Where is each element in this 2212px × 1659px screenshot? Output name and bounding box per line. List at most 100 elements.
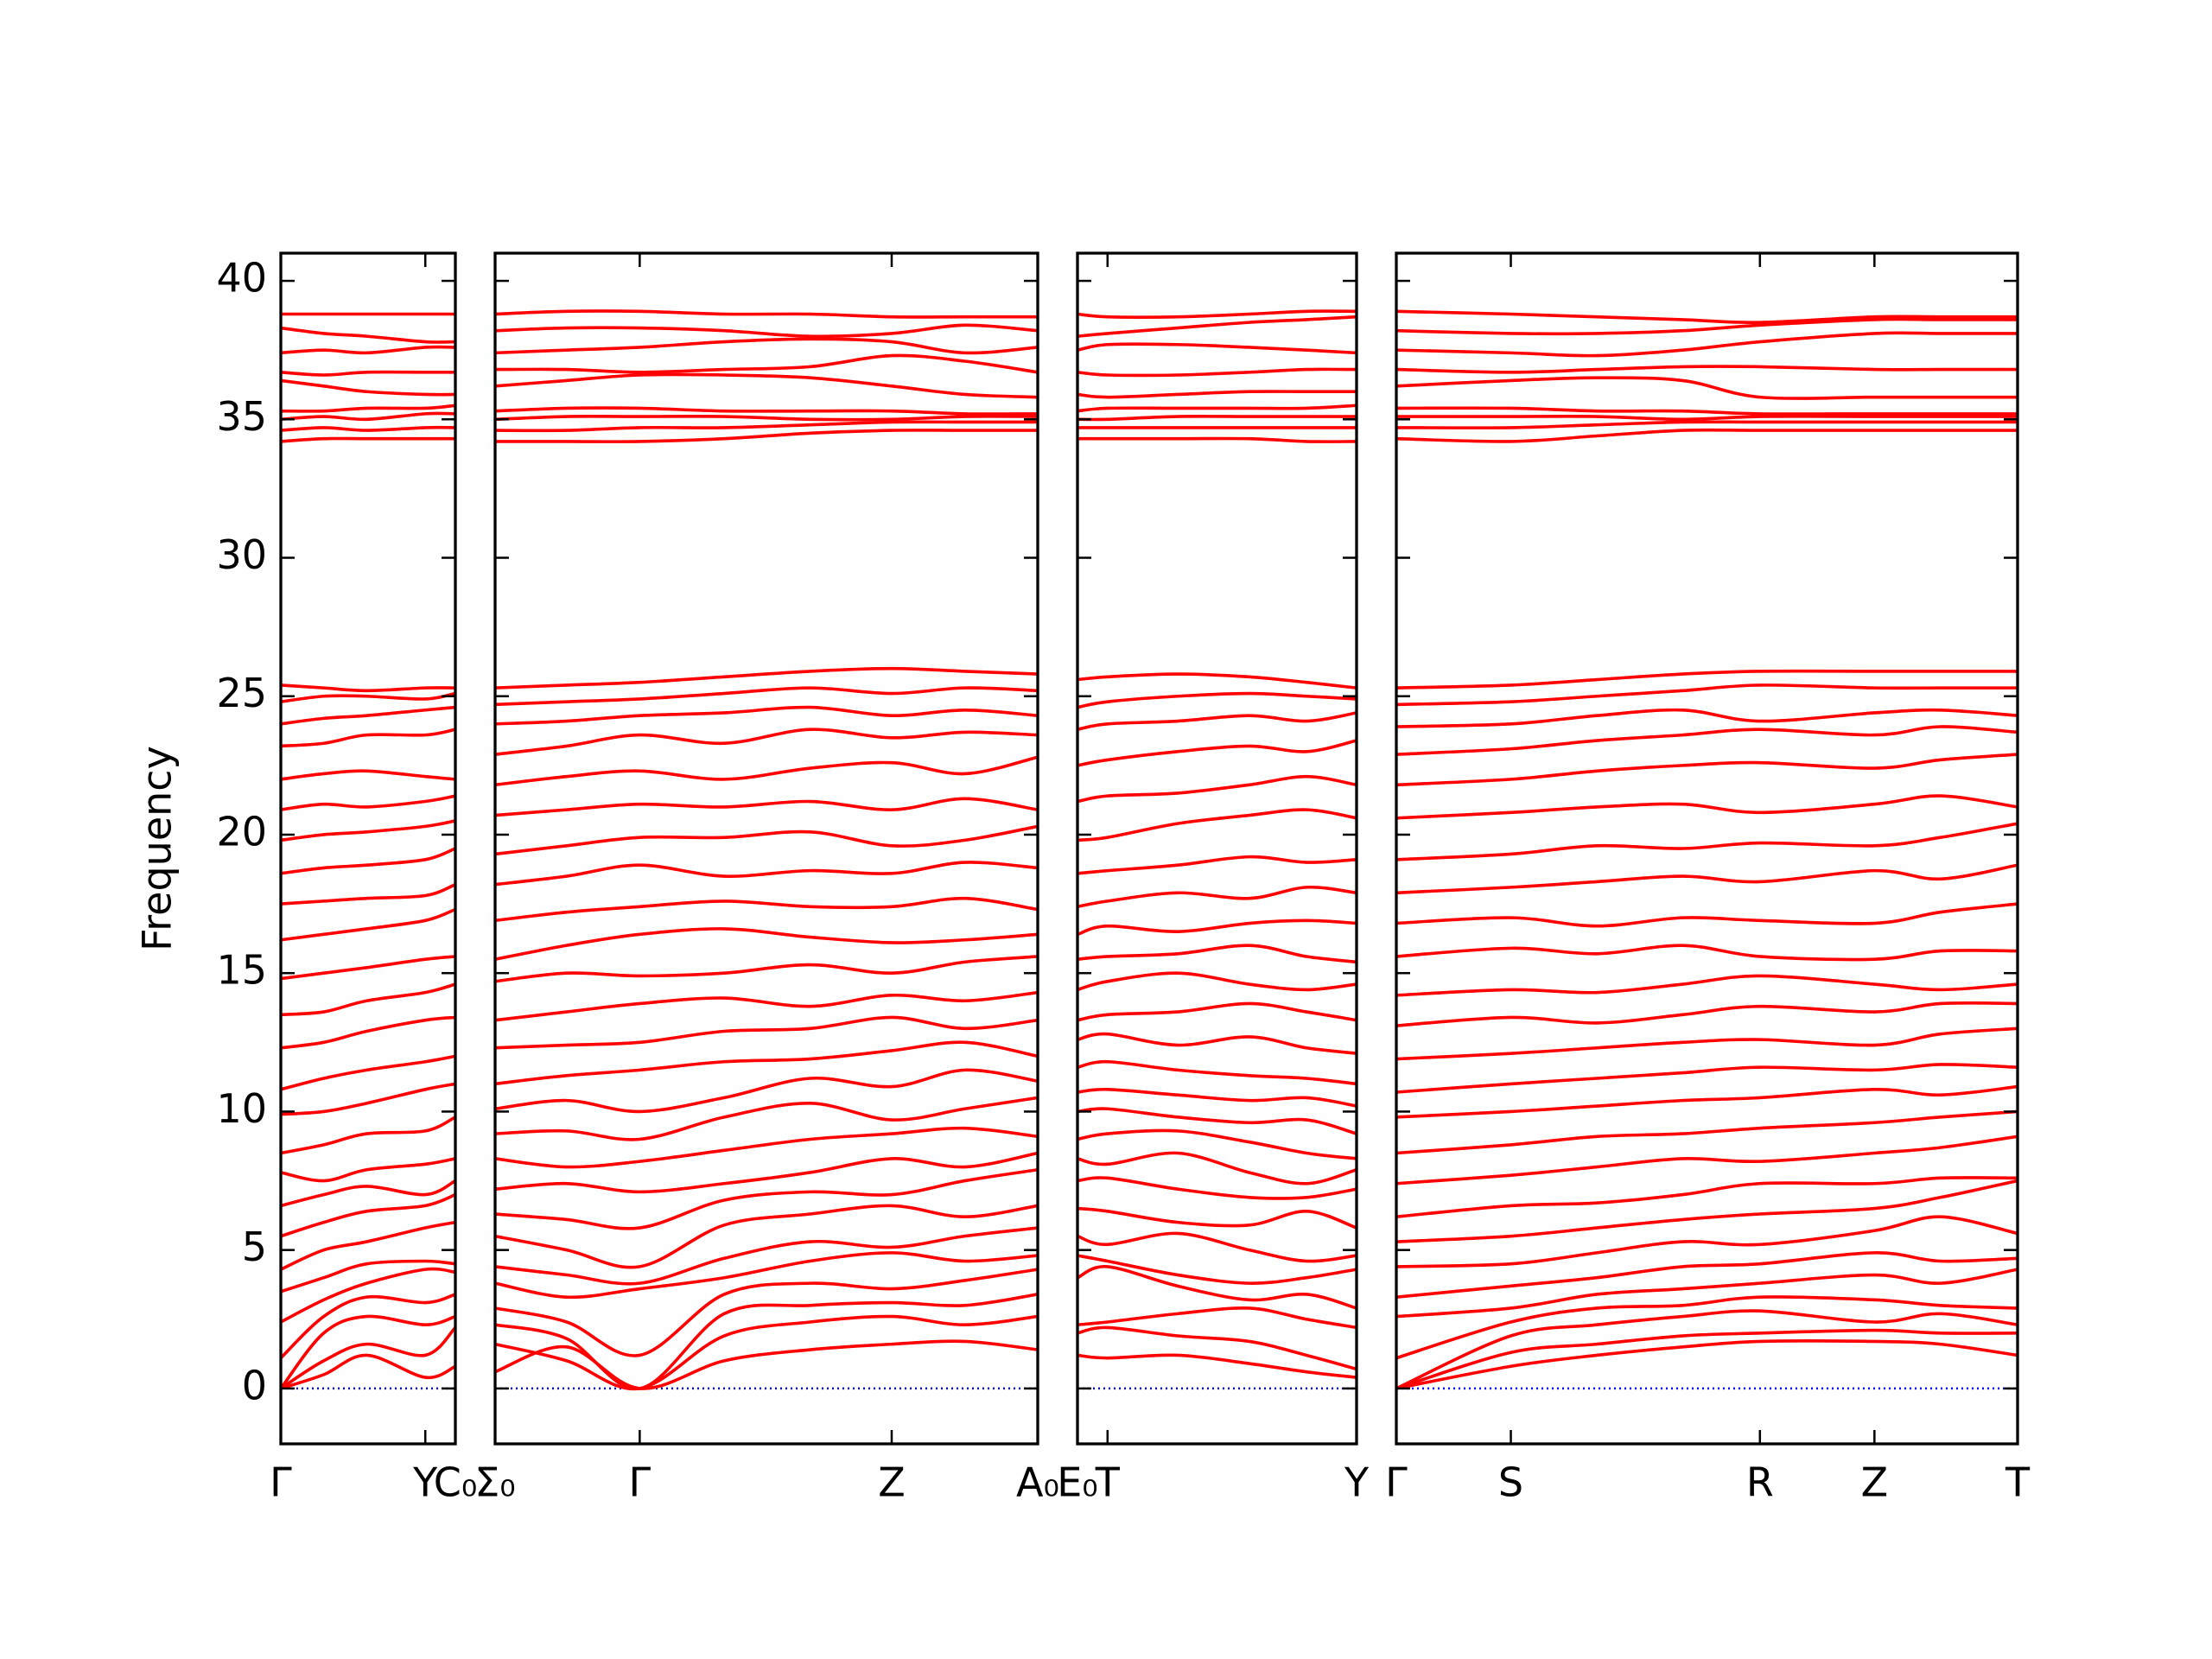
band-line [495, 955, 1038, 983]
band-line [281, 683, 455, 693]
band-line [1396, 1176, 2018, 1219]
band-line [495, 323, 1038, 339]
band-line [495, 1226, 1038, 1286]
plot-area [1077, 309, 1357, 1390]
band-line [281, 1015, 455, 1050]
band-line [1396, 944, 2018, 962]
band-line [281, 705, 455, 726]
plot-area [1396, 309, 2018, 1390]
band-line [281, 1220, 455, 1271]
band-line [281, 1326, 455, 1390]
band-line [1077, 672, 1357, 690]
band-line [281, 436, 455, 443]
band-line [281, 1192, 455, 1238]
band-line [495, 728, 1038, 756]
band-line [281, 691, 455, 703]
band-line [1396, 708, 2018, 728]
band-line [1077, 404, 1357, 413]
band-line [495, 1040, 1038, 1086]
band-line [1077, 1176, 1357, 1200]
band-line [1077, 1107, 1357, 1135]
band-line [1077, 1032, 1357, 1055]
axes-frame [1076, 251, 1358, 1446]
band-line [495, 1293, 1038, 1390]
band-line [281, 425, 455, 432]
band-line [1077, 1128, 1357, 1160]
x-tick-label: Γ [629, 1459, 652, 1506]
band-line [1077, 944, 1357, 964]
band-line [281, 1157, 455, 1183]
band-line [1396, 1251, 2018, 1299]
axes-frame [279, 251, 457, 1446]
band-line [1396, 1109, 2018, 1155]
band-line [1396, 406, 2018, 416]
band-line [495, 1204, 1038, 1269]
x-tick-label: Y [1344, 1459, 1370, 1506]
band-line [495, 1096, 1038, 1141]
band-line [281, 794, 455, 811]
band-line [281, 1179, 455, 1208]
band-line [1396, 428, 2018, 443]
band-line [281, 955, 455, 981]
band-line [495, 1068, 1038, 1114]
band-line [281, 1293, 455, 1359]
band-line [1077, 1265, 1357, 1310]
band-line [495, 1251, 1038, 1300]
band-line [281, 728, 455, 748]
band-line [495, 372, 1038, 399]
band-line [281, 345, 455, 355]
band-line [281, 370, 455, 377]
band-line [1396, 669, 2018, 690]
y-tick-label: 0 [242, 1362, 267, 1408]
y-tick-label: 15 [216, 947, 267, 994]
band-line [281, 378, 455, 397]
x-tick-label: Σ₀ [474, 1459, 516, 1506]
band-line [281, 326, 455, 344]
band-line [281, 1267, 455, 1324]
band-line [1396, 794, 2018, 820]
band-line [1396, 753, 2018, 787]
band-line [1396, 1135, 2018, 1185]
band-line [495, 406, 1038, 416]
band-line [1396, 309, 2018, 324]
y-tick-label: 30 [216, 531, 267, 578]
axes-frame [1395, 251, 2019, 1446]
band-line [1077, 1306, 1357, 1330]
x-tick-label: E₀ [1057, 1459, 1098, 1506]
band-line [1396, 365, 2018, 374]
band-line [281, 1314, 455, 1390]
x-tick-label: Γ [270, 1459, 292, 1506]
band-line [1396, 420, 2018, 429]
band-line [1077, 885, 1357, 909]
band-line [495, 990, 1038, 1022]
band-line [1396, 1027, 2018, 1061]
band-line [1077, 1059, 1357, 1086]
band-line [1396, 1179, 2018, 1243]
band-line [495, 927, 1038, 961]
band-line [1077, 1151, 1357, 1185]
band-line [1396, 317, 2018, 336]
band-line [495, 309, 1038, 319]
band-line [495, 1268, 1038, 1357]
band-line [495, 666, 1038, 690]
band-line [1396, 1295, 2018, 1360]
band-line [495, 1339, 1038, 1390]
plot-area [495, 309, 1038, 1391]
band-line [495, 686, 1038, 707]
band-line [1077, 1087, 1357, 1108]
band-line [1396, 725, 2018, 756]
band-line [1396, 1084, 2018, 1119]
band-line [495, 337, 1038, 355]
band-line [281, 1054, 455, 1091]
band-line [1077, 971, 1357, 992]
x-tick-label: Γ [1385, 1459, 1408, 1506]
y-tick-label: 5 [242, 1224, 267, 1270]
x-tick-label: T [2005, 1459, 2031, 1506]
y-tick-label: 25 [216, 670, 267, 716]
band-line [1077, 436, 1357, 443]
band-line [1077, 309, 1357, 319]
axes-frame [493, 251, 1039, 1446]
band-line [1396, 415, 2018, 422]
band-line [281, 1116, 455, 1155]
band-line [495, 1126, 1038, 1169]
